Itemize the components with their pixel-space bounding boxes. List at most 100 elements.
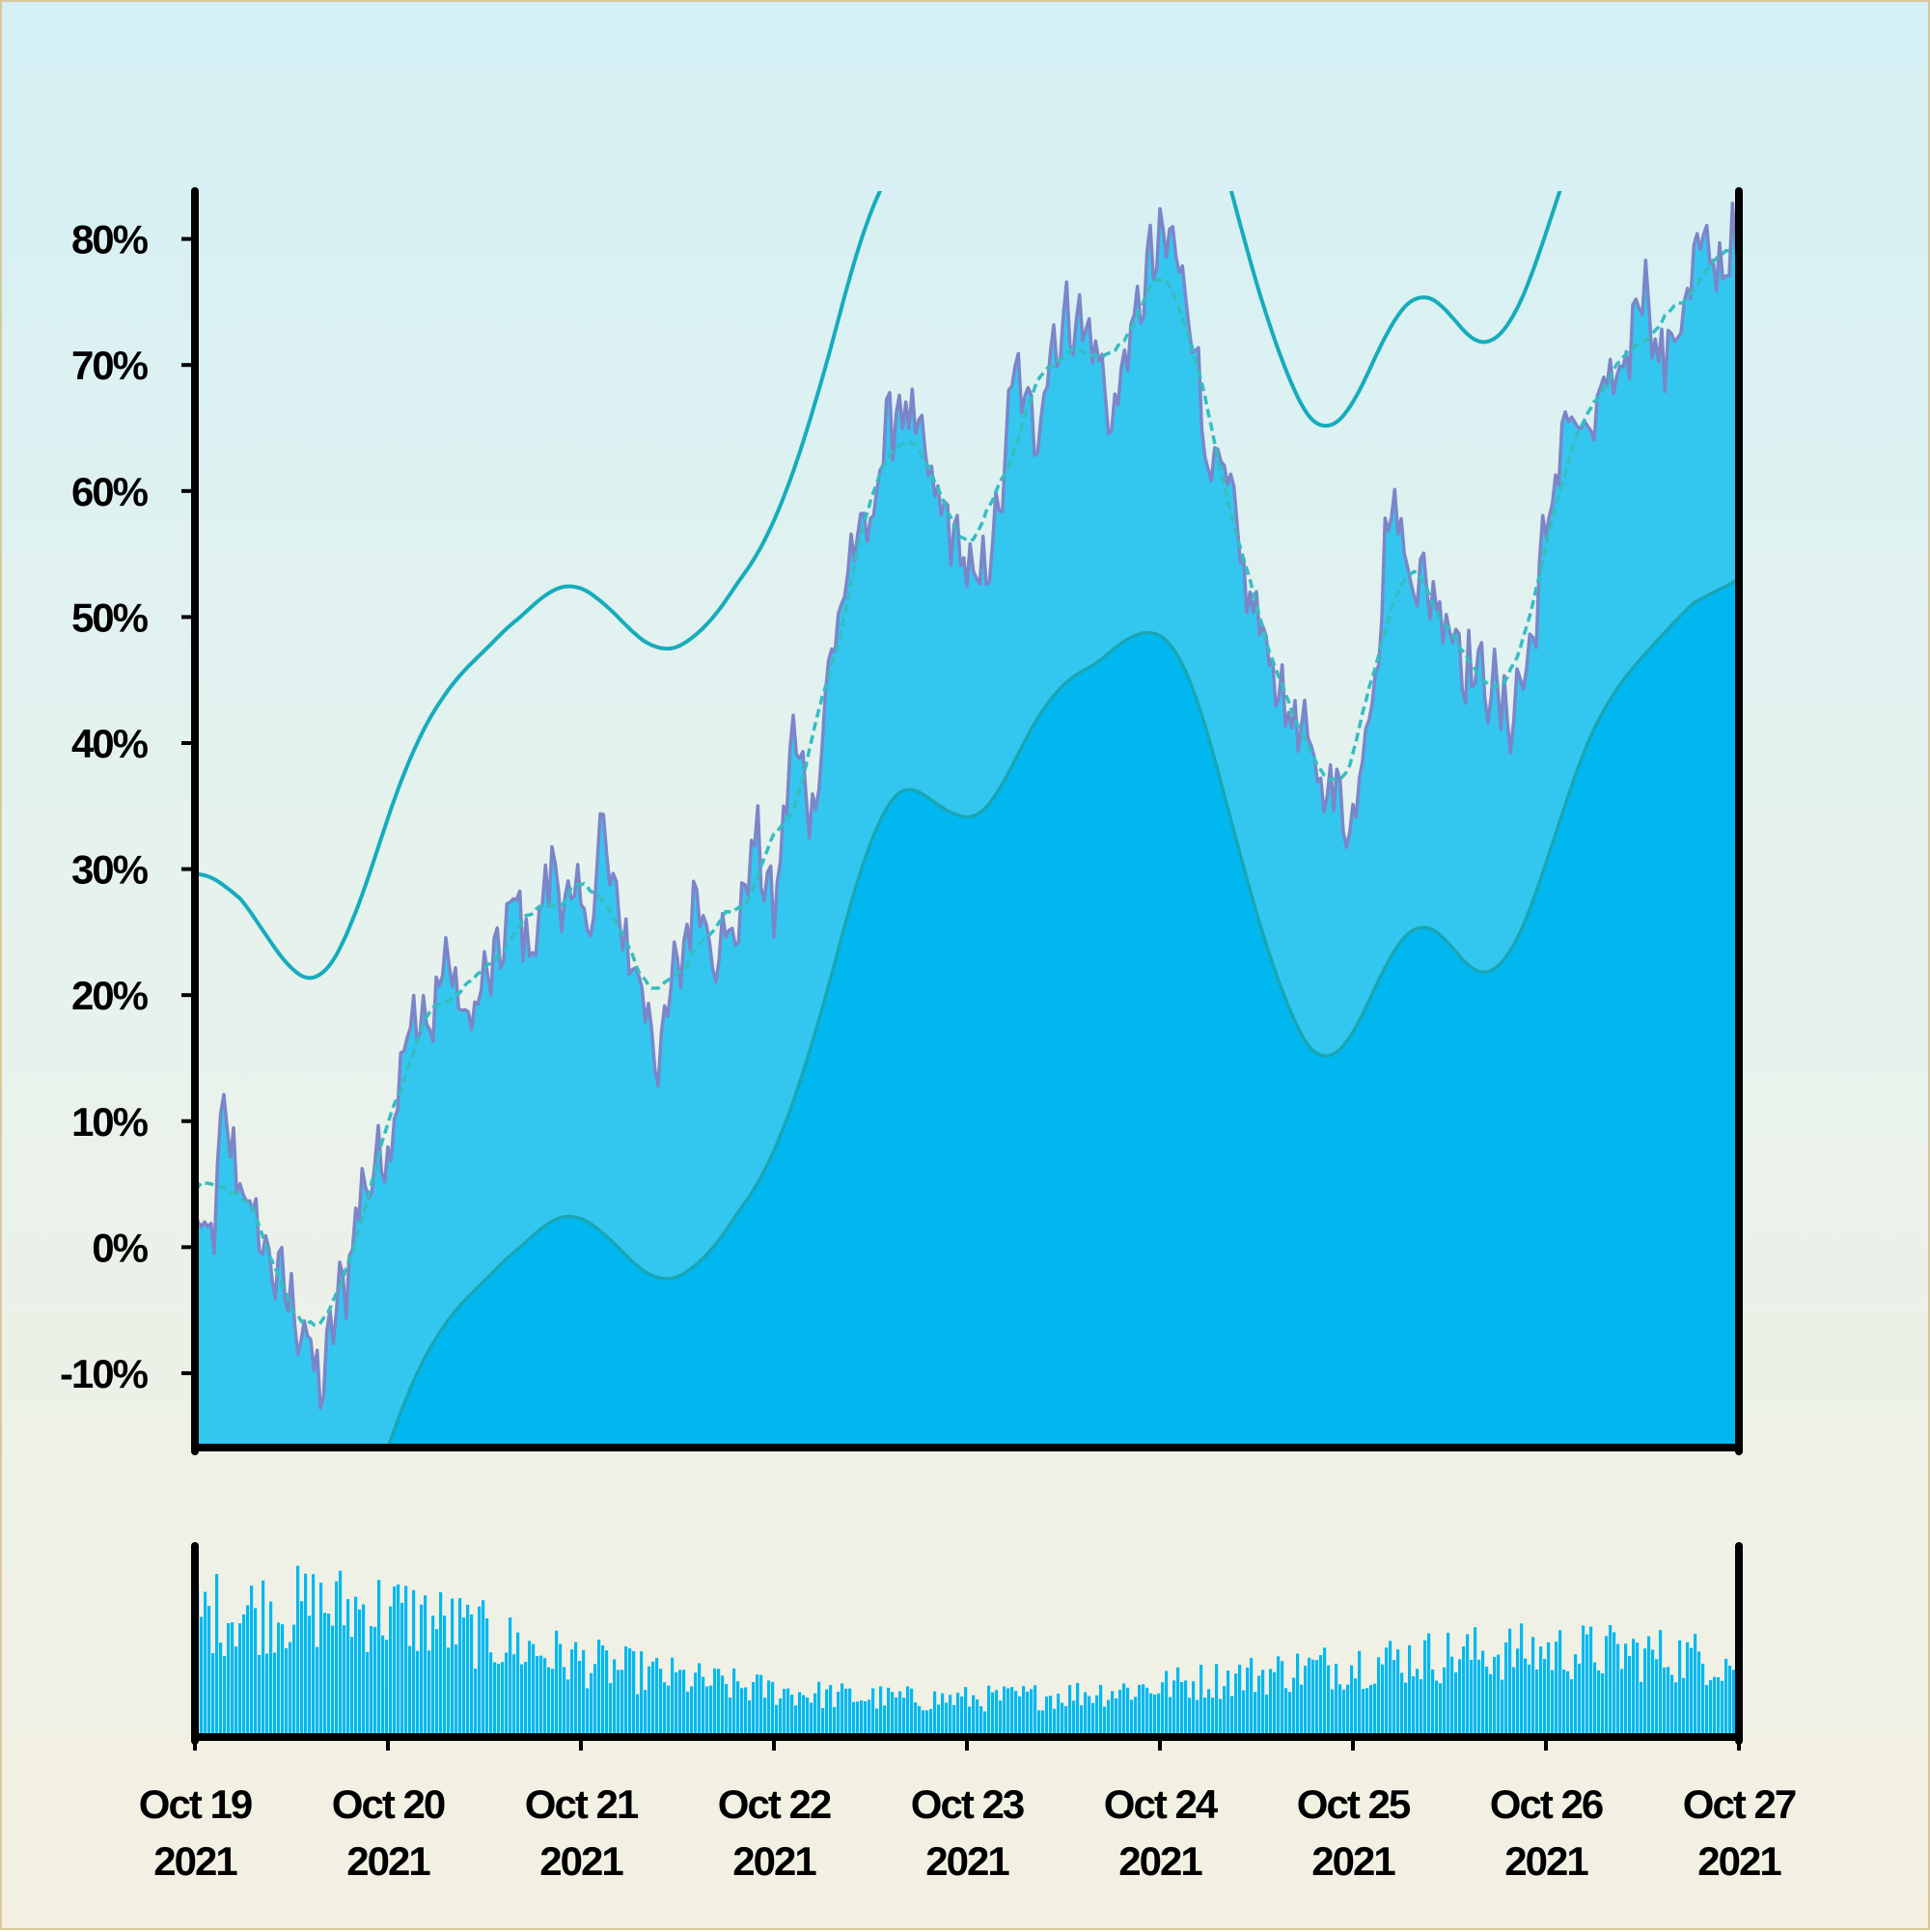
- volume-bar: [1466, 1634, 1470, 1737]
- volume-bar: [1528, 1664, 1531, 1737]
- volume-bar: [447, 1647, 451, 1737]
- volume-bar: [1562, 1670, 1566, 1737]
- volume-bar: [273, 1652, 277, 1737]
- volume-bar: [1207, 1689, 1211, 1737]
- volume-bar: [1477, 1659, 1481, 1737]
- volume-bar: [1138, 1684, 1142, 1737]
- volume-bar: [1018, 1696, 1022, 1737]
- x-axis-tick-labels: Oct 19 2021 Oct 20 2021 Oct 21 2021 Oct 22 2021…: [139, 1781, 1798, 1884]
- volume-bar: [1697, 1651, 1701, 1737]
- upper-band-line: [196, 191, 1562, 980]
- volume-bar: [327, 1614, 331, 1737]
- volume-bar: [358, 1609, 362, 1737]
- volume-bar: [1188, 1697, 1192, 1737]
- volume-bar: [1169, 1697, 1172, 1737]
- volume-bar: [1732, 1670, 1736, 1737]
- volume-bar: [385, 1640, 389, 1737]
- volume-bar: [1003, 1686, 1006, 1737]
- volume-bar: [705, 1686, 709, 1737]
- volume-bar: [593, 1664, 597, 1737]
- volume-bar: [1462, 1646, 1466, 1737]
- y-tick-label: -10%: [60, 1351, 149, 1396]
- volume-bar: [1516, 1648, 1520, 1737]
- volume-bar: [956, 1693, 960, 1737]
- volume-bar: [1570, 1679, 1574, 1737]
- volume-bar: [941, 1693, 945, 1737]
- volume-bar: [1250, 1658, 1254, 1737]
- x-tick-label-year: 2021: [1697, 1838, 1781, 1884]
- volume-bar: [725, 1684, 729, 1737]
- volume-bar: [393, 1586, 397, 1737]
- volume-bar: [258, 1654, 262, 1737]
- volume-bar: [871, 1688, 875, 1737]
- volume-bar: [207, 1606, 211, 1737]
- volume-bar: [1404, 1682, 1408, 1737]
- volume-bar: [628, 1648, 632, 1737]
- volume-bar: [949, 1695, 952, 1737]
- volume-bar: [702, 1676, 705, 1737]
- volume-bar: [474, 1669, 478, 1737]
- volume-bar: [1670, 1674, 1674, 1737]
- volume-bar: [663, 1682, 667, 1737]
- volume-bar: [586, 1688, 590, 1737]
- volume-bar: [1026, 1691, 1030, 1737]
- volume-bar: [204, 1591, 207, 1737]
- volume-bar: [1288, 1692, 1292, 1737]
- x-tick-label-year: 2021: [1118, 1838, 1202, 1884]
- volume-bar: [269, 1601, 273, 1737]
- volume-bar: [1281, 1661, 1284, 1737]
- volume-bar: [1508, 1628, 1512, 1737]
- volume-bar: [1605, 1636, 1609, 1737]
- volume-bar: [1663, 1667, 1667, 1737]
- volume-bar: [1389, 1641, 1392, 1737]
- volume-bar: [1423, 1640, 1427, 1737]
- volume-bar: [427, 1650, 431, 1737]
- volume-bar: [1385, 1647, 1389, 1737]
- volume-bar: [1620, 1669, 1624, 1737]
- y-tick-label: 30%: [71, 847, 149, 893]
- volume-bar: [1392, 1660, 1396, 1737]
- volume-bar: [999, 1700, 1003, 1737]
- volume-bar: [319, 1583, 323, 1737]
- volume-bar: [1585, 1634, 1589, 1737]
- volume-bar: [1667, 1667, 1670, 1737]
- volume-bar: [929, 1708, 933, 1737]
- volume-bar: [231, 1622, 234, 1737]
- volume-bar: [1022, 1686, 1026, 1737]
- volume-bar: [709, 1685, 713, 1737]
- volume-bar: [748, 1700, 752, 1737]
- volume-bar: [1439, 1683, 1443, 1737]
- volume-bar: [238, 1623, 242, 1737]
- y-tick-label: 80%: [71, 217, 149, 262]
- main-series-line: [196, 201, 1737, 1410]
- volume-bar: [1061, 1702, 1064, 1737]
- volume-bar: [1427, 1633, 1431, 1737]
- volume-bar: [373, 1626, 377, 1737]
- volume-bar: [752, 1682, 756, 1737]
- volume-bar: [1057, 1694, 1061, 1737]
- volume-bar: [416, 1650, 420, 1737]
- volume-bar: [968, 1706, 972, 1737]
- volume-bar: [1686, 1642, 1690, 1737]
- volume-bar: [370, 1625, 373, 1737]
- volume-bar: [1072, 1700, 1076, 1737]
- volume-bar: [933, 1691, 937, 1737]
- volume-bar: [1597, 1670, 1601, 1737]
- volume-bar: [536, 1656, 539, 1737]
- volume-bar: [296, 1565, 300, 1737]
- volume-bar: [211, 1653, 215, 1737]
- volume-bar: [300, 1601, 304, 1737]
- volume-bar: [404, 1586, 408, 1737]
- volume-bar: [1593, 1662, 1597, 1737]
- volume-plot-area: [196, 1565, 1737, 1737]
- volume-bar: [1084, 1692, 1088, 1737]
- volume-bar: [979, 1706, 983, 1737]
- x-tick-label-year: 2021: [346, 1838, 430, 1884]
- volume-bar: [898, 1691, 902, 1737]
- volume-bar: [1111, 1691, 1115, 1737]
- volume-bar: [756, 1674, 759, 1737]
- volume-bar: [1257, 1675, 1261, 1737]
- volume-bar: [806, 1697, 810, 1737]
- volume-bar: [1331, 1689, 1335, 1737]
